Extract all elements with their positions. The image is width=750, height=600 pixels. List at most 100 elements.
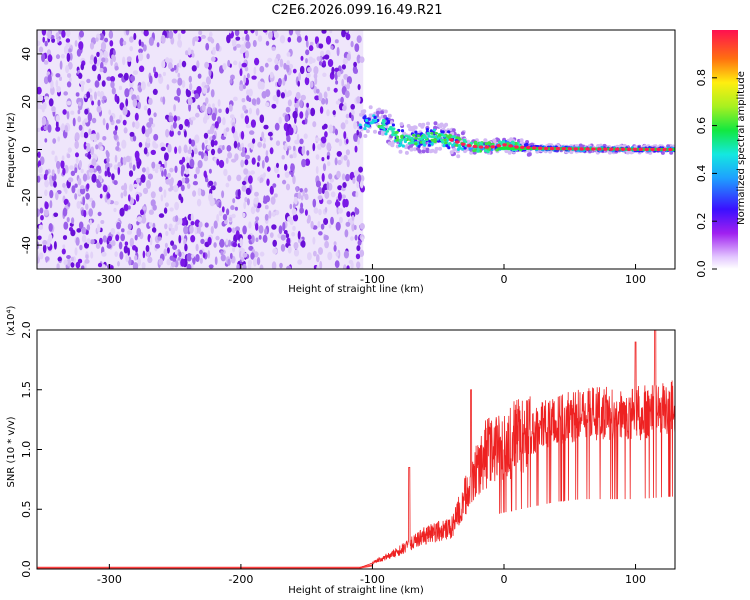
noise-blob [99, 33, 104, 41]
noise-blob [286, 52, 291, 57]
noise-blob [83, 141, 87, 150]
noise-blob [343, 131, 347, 140]
noise-blob [106, 151, 110, 159]
noise-blob [222, 214, 228, 221]
signal-body [427, 134, 431, 138]
signal-core [448, 133, 452, 137]
noise-blob [96, 105, 102, 113]
noise-blob [79, 244, 83, 251]
noise-blob [148, 97, 153, 105]
carrier-peak [472, 144, 478, 149]
noise-blob [240, 113, 244, 119]
carrier-peak [543, 146, 549, 151]
noise-blob [351, 214, 355, 221]
noise-blob [122, 56, 126, 66]
noise-blob [244, 115, 250, 125]
noise-blob [70, 262, 75, 268]
noise-blob [157, 236, 162, 241]
signal-core [487, 141, 491, 145]
signal-core [381, 126, 386, 130]
noise-blob [172, 257, 177, 262]
noise-blob [86, 224, 91, 231]
noise-blob [225, 157, 229, 164]
signal-core [400, 135, 404, 139]
noise-blob [204, 139, 208, 145]
noise-blob [247, 234, 252, 240]
noise-blob [43, 76, 49, 85]
spectrogram-x-tick-label: 0 [500, 273, 507, 286]
noise-blob [115, 234, 120, 242]
noise-blob [191, 65, 197, 72]
noise-blob [356, 35, 362, 43]
snr-y-tick-label: 1.5 [20, 381, 33, 399]
noise-blob [194, 225, 197, 235]
noise-blob [234, 153, 239, 161]
noise-blob [145, 245, 150, 252]
noise-blob [280, 244, 286, 252]
noise-blob [357, 240, 362, 246]
noise-blob [51, 106, 56, 112]
noise-blob [114, 65, 119, 71]
noise-blob [210, 139, 215, 148]
noise-blob [79, 80, 85, 86]
noise-blob [121, 139, 127, 149]
noise-blob [210, 185, 216, 191]
noise-blob [178, 145, 182, 154]
noise-blob [262, 143, 266, 149]
noise-blob [261, 160, 265, 169]
noise-blob [148, 222, 153, 227]
noise-blob [76, 200, 81, 209]
noise-blob [304, 158, 311, 166]
noise-blob [41, 116, 47, 126]
noise-blob [287, 36, 292, 43]
noise-blob [140, 174, 146, 183]
carrier-peak [656, 147, 661, 152]
noise-blob [286, 63, 290, 73]
noise-blob [186, 162, 190, 169]
noise-blob [255, 216, 260, 221]
signal-body [427, 143, 432, 147]
noise-blob [57, 256, 62, 262]
snr-x-tick-label: -300 [97, 573, 122, 586]
noise-blob [180, 184, 185, 192]
noise-blob [49, 174, 53, 183]
noise-blob [212, 134, 216, 141]
noise-blob [274, 122, 280, 131]
noise-blob [163, 248, 168, 257]
signal-core [434, 131, 439, 135]
carrier-peak [638, 147, 644, 151]
noise-blob [132, 98, 138, 108]
signal-halo [463, 149, 467, 154]
noise-blob [47, 74, 52, 83]
noise-blob [56, 263, 60, 269]
noise-blob [299, 99, 303, 109]
noise-blob [206, 144, 211, 150]
noise-blob [41, 53, 46, 63]
noise-blob [55, 54, 61, 60]
signal-core [391, 133, 395, 137]
noise-blob [226, 208, 230, 216]
noise-blob [169, 167, 174, 173]
signal-core [511, 142, 515, 145]
noise-blob [165, 230, 169, 237]
signal-body [468, 147, 472, 151]
noise-blob [318, 231, 323, 236]
signal-body [371, 120, 375, 124]
signal-core [498, 140, 502, 144]
signal-core [410, 139, 415, 142]
noise-blob [241, 184, 247, 192]
noise-blob [309, 41, 314, 47]
noise-blob [348, 259, 354, 265]
noise-blob [201, 151, 204, 160]
noise-blob [324, 54, 330, 60]
noise-blob [250, 170, 256, 175]
noise-blob [158, 213, 165, 218]
noise-blob [188, 103, 192, 112]
noise-blob [346, 211, 351, 218]
noise-blob [37, 127, 41, 133]
noise-blob [227, 175, 232, 182]
noise-blob [320, 223, 325, 230]
signal-core [414, 136, 418, 140]
carrier-peak [460, 142, 466, 146]
noise-blob [134, 112, 139, 121]
